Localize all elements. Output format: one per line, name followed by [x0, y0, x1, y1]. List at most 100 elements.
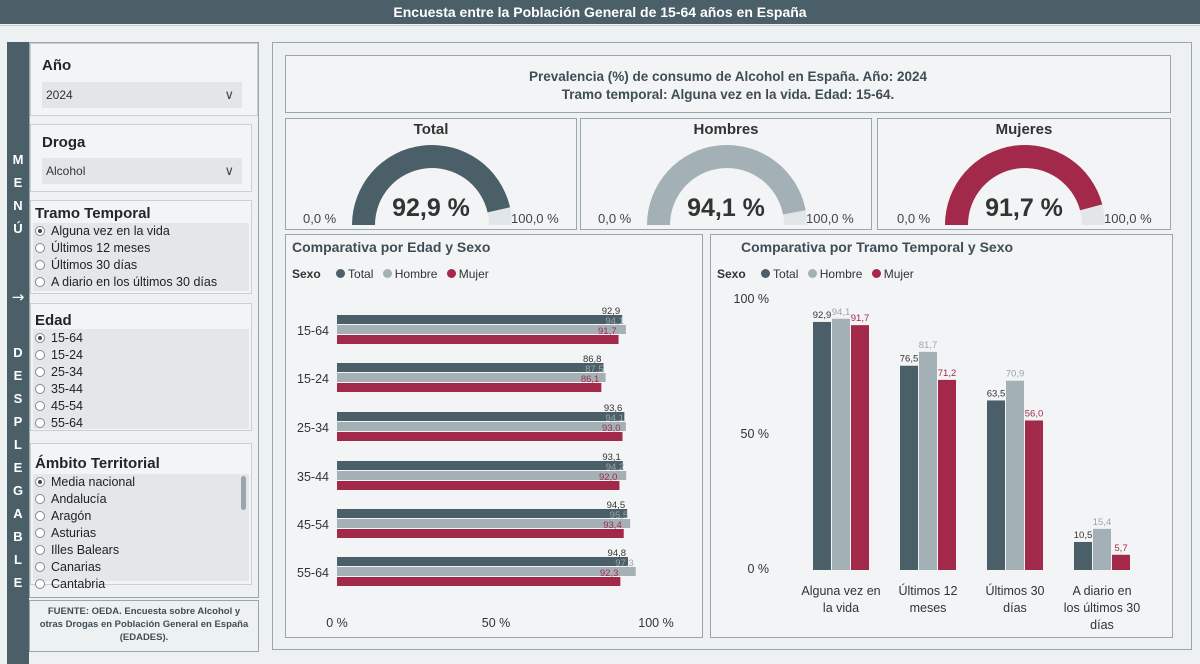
legend-label-mujer[interactable]: Mujer: [883, 267, 914, 281]
territory-option[interactable]: Illes Balears: [35, 542, 119, 559]
bar-hombre[interactable]: [337, 567, 636, 576]
bar-total[interactable]: [337, 509, 628, 518]
data-label: 56,0: [1025, 408, 1044, 419]
territory-option[interactable]: Aragón: [35, 508, 91, 525]
menu-letter: G: [12, 483, 24, 498]
bar-total[interactable]: [900, 365, 918, 570]
territory-scrollbar[interactable]: [241, 476, 246, 510]
gauge-card-women: Mujeres 91,7 % 0,0 % 100,0 %: [877, 118, 1171, 230]
chevron-down-icon: ∨: [224, 163, 234, 178]
age-option[interactable]: 45-54: [35, 398, 83, 415]
bar-mujer[interactable]: [1025, 420, 1043, 570]
territory-option-label: Cantabria: [51, 577, 106, 591]
filter-panel: Año 2024 ∨ Droga Alcohol ∨ Tramo Tempora…: [29, 42, 259, 598]
gauge-max-label: 100,0 %: [1104, 211, 1152, 226]
territory-option[interactable]: Asturias: [35, 525, 96, 542]
bar-total[interactable]: [337, 557, 629, 566]
territory-option-label: Andalucía: [51, 492, 107, 506]
radio-unchecked-icon: [35, 493, 45, 504]
legend-label-total[interactable]: Total: [348, 267, 374, 281]
radio-unchecked-icon: [35, 561, 45, 572]
bar-hombre[interactable]: [832, 318, 850, 570]
territory-option[interactable]: Media nacional: [35, 474, 135, 491]
bar-hombre[interactable]: [337, 471, 627, 480]
bar-hombre[interactable]: [337, 325, 626, 334]
bar-mujer[interactable]: [851, 325, 869, 570]
period-option[interactable]: Últimos 30 días: [35, 257, 137, 274]
gauge-women: [945, 145, 1105, 225]
x-axis-label: meses: [910, 601, 947, 615]
year-dropdown[interactable]: 2024 ∨: [42, 82, 242, 108]
bar-total[interactable]: [337, 412, 625, 421]
radio-unchecked-icon: [35, 366, 45, 377]
bar-mujer[interactable]: [337, 383, 602, 392]
bar-hombre[interactable]: [1006, 380, 1024, 570]
data-label: 94,2: [606, 462, 625, 473]
bar-total[interactable]: [987, 400, 1005, 570]
x-axis-label: Últimos 12: [898, 583, 957, 598]
bar-mujer[interactable]: [337, 529, 624, 538]
data-label: 71,2: [938, 368, 957, 379]
period-option-label: Últimos 12 meses: [51, 241, 151, 255]
age-option[interactable]: 15-64: [35, 330, 83, 347]
drug-dropdown[interactable]: Alcohol ∨: [42, 158, 242, 184]
bar-total[interactable]: [813, 321, 831, 570]
radio-unchecked-icon: [35, 510, 45, 521]
data-label: 87,5: [585, 364, 604, 375]
data-label: 15,4: [1093, 517, 1112, 528]
legend-label-hombre[interactable]: Hombre: [394, 267, 438, 281]
legend-label-total[interactable]: Total: [773, 267, 799, 281]
chart-title: Comparativa por Tramo Temporal y Sexo: [741, 239, 1014, 255]
period-option[interactable]: Últimos 12 meses: [35, 240, 150, 257]
legend-label-mujer[interactable]: Mujer: [458, 267, 489, 281]
bar-hombre[interactable]: [1093, 528, 1111, 570]
bar-total[interactable]: [337, 461, 623, 470]
period-option[interactable]: A diario en los últimos 30 días: [35, 274, 217, 291]
year-slicer-title: Año: [42, 57, 72, 74]
legend-dot-mujer: [871, 269, 881, 279]
x-axis-label: A diario en: [1072, 584, 1131, 598]
x-axis-label: la vida: [823, 601, 859, 615]
bar-mujer[interactable]: [1112, 554, 1130, 570]
period-option[interactable]: Alguna vez en la vida: [35, 223, 170, 240]
bar-total[interactable]: [337, 363, 604, 372]
radio-unchecked-icon: [35, 527, 45, 538]
bar-total[interactable]: [337, 315, 623, 324]
bar-mujer[interactable]: [938, 379, 956, 570]
chevron-down-icon: ∨: [224, 87, 234, 102]
legend-label-hombre[interactable]: Hombre: [819, 267, 863, 281]
radio-unchecked-icon: [35, 417, 45, 428]
gauge-min-label: 0,0 %: [897, 211, 931, 226]
age-slicer: Edad 15-64 15-24 25-34 35-44 45-54 55-64: [30, 303, 252, 431]
bar-hombre[interactable]: [337, 422, 626, 431]
territory-option-label: Aragón: [51, 509, 92, 523]
data-label: 91,7: [851, 313, 870, 324]
age-option[interactable]: 25-34: [35, 364, 83, 381]
territory-option[interactable]: Andalucía: [35, 491, 107, 508]
menu-letter: P: [13, 414, 23, 429]
bar-total[interactable]: [1074, 541, 1092, 570]
arrow-right-icon: →: [11, 288, 25, 306]
bar-mujer[interactable]: [337, 335, 619, 344]
age-option[interactable]: 15-24: [35, 347, 83, 364]
side-menu-toggle[interactable]: M E N Ú → D E S P L E G A B L E: [7, 42, 29, 664]
data-label: 63,5: [987, 388, 1006, 399]
bar-mujer[interactable]: [337, 577, 621, 586]
bar-mujer[interactable]: [337, 432, 623, 441]
drug-slicer-title: Droga: [42, 134, 86, 151]
bar-mujer[interactable]: [337, 481, 620, 490]
territory-option[interactable]: Canarias: [35, 559, 101, 576]
menu-letter: A: [13, 506, 23, 521]
bar-hombre[interactable]: [919, 351, 937, 570]
x-axis-label: Alguna vez en: [801, 584, 880, 598]
bar-hombre[interactable]: [337, 519, 631, 528]
bar-hombre[interactable]: [337, 373, 606, 382]
gauge-value: 94,1 %: [687, 194, 765, 222]
age-slicer-title: Edad: [35, 312, 72, 329]
age-option[interactable]: 55-64: [35, 415, 83, 432]
age-option-label: 35-44: [51, 382, 83, 396]
data-label: 93,4: [603, 520, 622, 531]
age-option[interactable]: 35-44: [35, 381, 83, 398]
territory-option[interactable]: Cantabria: [35, 576, 105, 593]
legend-dot-total: [761, 269, 771, 279]
